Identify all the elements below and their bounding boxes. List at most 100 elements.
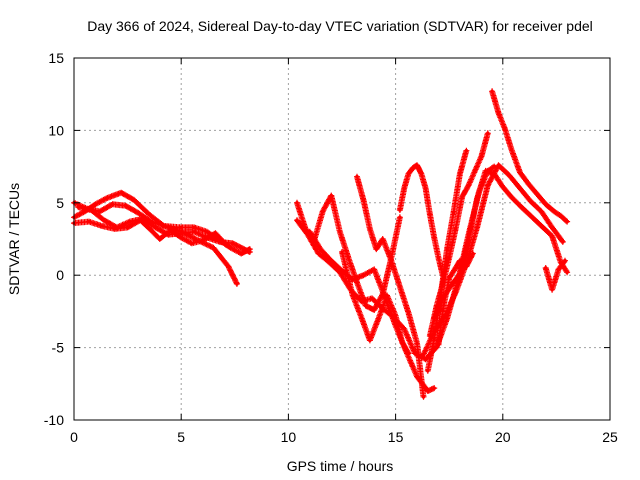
data-point (447, 256, 452, 260)
y-tick-label: -5 (52, 340, 65, 356)
data-point (475, 196, 479, 201)
data-point (100, 224, 104, 228)
data-point (406, 172, 411, 176)
data-point (402, 326, 406, 331)
data-point (432, 235, 436, 240)
data-point (503, 127, 507, 131)
data-point (340, 269, 344, 273)
series-track-9 (339, 249, 412, 357)
y-tick-label: 15 (48, 50, 64, 66)
data-point (359, 315, 364, 319)
data-point (518, 170, 522, 175)
data-point (440, 282, 445, 286)
data-point (338, 229, 342, 234)
data-point (421, 353, 426, 357)
data-point (425, 389, 430, 393)
chart-title: Day 366 of 2024, Sidereal Day-to-day VTE… (87, 18, 593, 34)
data-point (168, 228, 173, 233)
data-point (436, 342, 441, 347)
data-point (473, 169, 477, 173)
data-point (528, 199, 533, 204)
data-point (423, 186, 428, 191)
data-point (485, 183, 490, 188)
data-point (526, 182, 531, 186)
data-point (464, 264, 469, 269)
data-point (432, 386, 436, 390)
data-point (123, 203, 128, 208)
data-point (552, 209, 557, 214)
data-point (230, 241, 235, 246)
data-point (385, 293, 389, 298)
data-point (393, 313, 398, 318)
data-point (380, 237, 385, 241)
data-point (419, 172, 424, 176)
data-point (192, 229, 196, 234)
x-tick-label: 10 (281, 429, 297, 445)
data-point (458, 172, 462, 176)
data-point (147, 212, 151, 217)
data-point (355, 174, 359, 179)
data-point (466, 238, 471, 243)
data-point (224, 242, 229, 247)
data-point (445, 316, 449, 321)
data-point (350, 293, 355, 298)
data-point (132, 198, 136, 202)
data-point (239, 251, 244, 256)
series-track-3 (75, 204, 253, 255)
data-point (470, 251, 475, 256)
data-point (87, 219, 91, 224)
y-tick-label: 5 (56, 195, 64, 211)
data-point (485, 131, 490, 136)
data-point (346, 256, 351, 260)
data-point (483, 169, 488, 173)
data-point (372, 308, 376, 312)
data-point (436, 256, 441, 260)
data-point (295, 218, 299, 222)
data-point (453, 290, 458, 295)
data-point (89, 208, 93, 212)
data-point (453, 227, 458, 231)
data-point (479, 154, 484, 159)
data-point (539, 209, 544, 214)
data-point (248, 250, 252, 254)
data-point (374, 247, 379, 251)
data-point (361, 198, 366, 202)
plot-area (71, 88, 571, 400)
data-point (563, 258, 567, 263)
data-point (490, 89, 494, 94)
data-point (359, 299, 364, 304)
x-tick-label: 0 (70, 429, 78, 445)
data-point (76, 205, 81, 209)
x-tick-label: 20 (495, 429, 511, 445)
data-point (440, 308, 445, 312)
data-point (308, 229, 312, 234)
ticks: 0 5 10 15 20 25 -10 -5 0 5 10 15 (44, 50, 618, 445)
data-point (340, 250, 344, 254)
data-point (211, 245, 216, 250)
data-point (370, 296, 374, 301)
data-point (550, 225, 554, 230)
series-track-16 (435, 250, 476, 348)
data-point (205, 229, 209, 234)
series-track-10 (354, 173, 427, 400)
data-point (509, 195, 514, 199)
data-point (453, 266, 458, 270)
data-point (376, 316, 381, 321)
y-axis-label: SDTVAR / TECUs (6, 183, 22, 295)
data-point (432, 329, 436, 334)
series-track-6 (396, 162, 446, 279)
data-point (157, 237, 162, 241)
data-point (179, 225, 183, 230)
data-point (415, 341, 419, 346)
data-point (415, 374, 419, 379)
data-point (550, 287, 554, 292)
data-point (543, 266, 548, 270)
data-point (112, 227, 117, 231)
data-point (162, 224, 166, 228)
y-tick-label: -10 (44, 412, 64, 428)
data-point (149, 228, 153, 233)
data-point (110, 202, 115, 207)
data-point (550, 234, 554, 238)
